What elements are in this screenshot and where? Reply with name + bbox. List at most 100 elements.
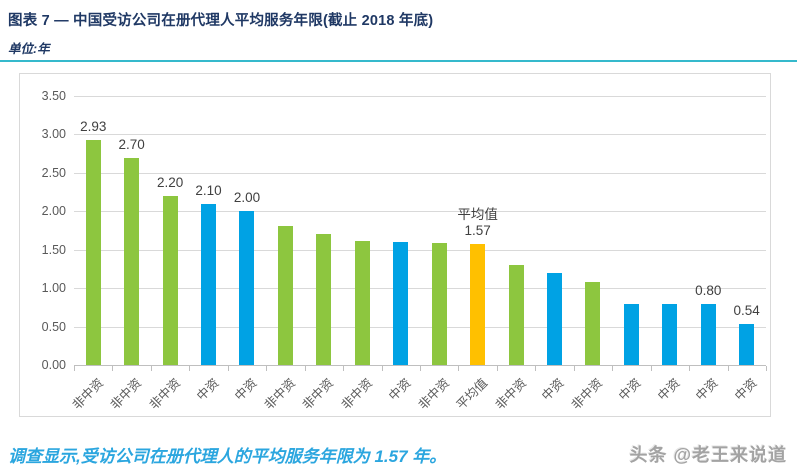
watermark: 头条 @老王来说道 [629,445,787,465]
bar-value-label: 平均值 1.57 [457,206,498,239]
bar-value-label: 2.93 [80,118,107,134]
x-axis-category-label: 中资 [616,375,645,404]
y-axis-tick-label: 3.00 [41,127,66,142]
bar-slot: 2.00 中资 [228,96,266,403]
bar-非中资 [585,282,601,365]
bar-中资 [739,323,755,365]
gridline [74,326,766,328]
x-axis-category-label: 非中资 [261,375,299,413]
x-axis-tick [766,366,767,371]
bar-slot: 平均值 1.57 平均值 [454,96,498,413]
bar-slot: 非中资 [415,96,458,412]
x-axis-tick [420,366,421,371]
x-axis-tick [343,366,345,371]
x-axis-tick [112,366,114,371]
bar-slot: 2.70 非中资 [108,96,150,413]
x-axis-tick [689,366,691,371]
x-axis-category-label: 中资 [385,375,414,404]
bar-中资 [201,203,217,365]
bar-中资 [546,272,562,365]
bar-slot: 0.54 中资 [727,96,765,404]
bar-非中资 [277,225,293,365]
x-axis-category-label: 中资 [539,375,568,404]
x-axis-tick [535,366,537,371]
bar-value-label: 2.20 [156,175,184,191]
x-axis-category-label: 非中资 [338,375,376,413]
x-axis-tick [727,366,729,371]
header-divider [0,60,797,62]
x-axis-tick [304,366,306,371]
plot-area: 3.50 3.00 2.50 2.00 1.50 1.00 0.50 0.00 2.93 非中资 2… [42,89,767,413]
x-axis-category-label: 非中资 [107,375,145,413]
bar-中资 [662,303,678,365]
bar-slot: 中资 [382,96,420,403]
x-axis-category-label: 非中资 [146,375,183,413]
y-axis-tick-label: 0.50 [41,319,66,334]
x-axis-category-label: 中资 [193,375,222,404]
x-axis-tick [573,366,575,371]
bar-非中资 [508,265,524,365]
x-axis-tick [650,366,652,371]
bar-非中资 [431,242,447,365]
x-axis-tick [227,366,229,371]
bar-value-label: 2.00 [233,190,261,206]
x-axis-category-label: 中资 [731,375,760,404]
bar-value-label: 2.70 [118,136,145,152]
bar-非中资 [354,241,370,365]
bar-value-label: 2.10 [195,182,222,198]
x-axis-tick [496,366,498,371]
bar-slot: 非中资 [569,96,612,412]
x-axis-category-label: 平均值 [453,375,491,413]
bar-非中资 [316,234,332,365]
bar-slot: 非中资 [339,96,381,412]
x-axis-category-label: 非中资 [300,375,337,413]
bar-非中资 [124,157,140,365]
bar-slot: 非中资 [262,96,304,412]
bar-中资 [623,303,639,365]
bar-平均值 [470,244,486,365]
bars-row: 2.93 非中资 2.70 非中资 2.20 非中资 2.10 中资 2.00 中资 非中资 非中资非… [70,96,766,413]
bar-中资 [393,242,409,365]
bar-slot: 中资 [651,96,689,403]
x-axis-category-label: 非中资 [569,375,606,413]
bar-非中资 [85,139,101,365]
x-axis-line [74,365,766,366]
x-axis-tick [458,366,460,371]
y-axis-tick-label: 1.50 [41,242,66,257]
bar-slot: 非中资 [492,96,535,412]
bar-slot: 2.10 中资 [189,96,227,404]
x-axis-category-label: 非中资 [492,375,529,413]
y-axis-tick-label: 1.00 [41,281,66,296]
chart-title: 图表 7 — 中国受访公司在册代理人平均服务年限(截止 2018 年底) [8,13,434,29]
y-axis-tick-label: 0.00 [41,358,66,372]
y-axis-tick-label: 3.50 [41,89,66,103]
bar-中资 [239,211,255,365]
x-axis-category-label: 非中资 [415,375,452,413]
x-axis-tick [150,366,152,371]
gridline [74,172,766,174]
bar-value-label: 0.80 [695,282,722,298]
x-axis-tick [266,366,268,371]
x-axis-category-label: 非中资 [69,375,106,413]
x-axis-tick [74,366,75,371]
gridline [74,288,766,290]
unit-label: 单位:年 [8,42,50,56]
bar-slot: 2.93 非中资 [70,96,112,412]
gridline [74,96,766,97]
x-axis-category-label: 中资 [693,375,721,404]
bar-slot: 非中资 [300,96,343,412]
y-axis-tick-label: 2.00 [41,204,66,219]
bar-非中资 [162,195,178,365]
x-axis-category-label: 中资 [654,375,683,404]
gridline [74,249,766,251]
x-axis-tick [189,366,191,371]
bar-slot: 2.20 非中资 [146,96,189,412]
gridline [74,134,766,136]
bar-value-label: 0.54 [733,302,760,318]
bar-slot: 0.80 中资 [689,96,727,404]
x-axis-tick [612,366,614,371]
x-axis-category-label: 中资 [232,375,260,404]
y-axis-tick-label: 2.50 [41,165,66,180]
bar-中资 [700,303,716,365]
